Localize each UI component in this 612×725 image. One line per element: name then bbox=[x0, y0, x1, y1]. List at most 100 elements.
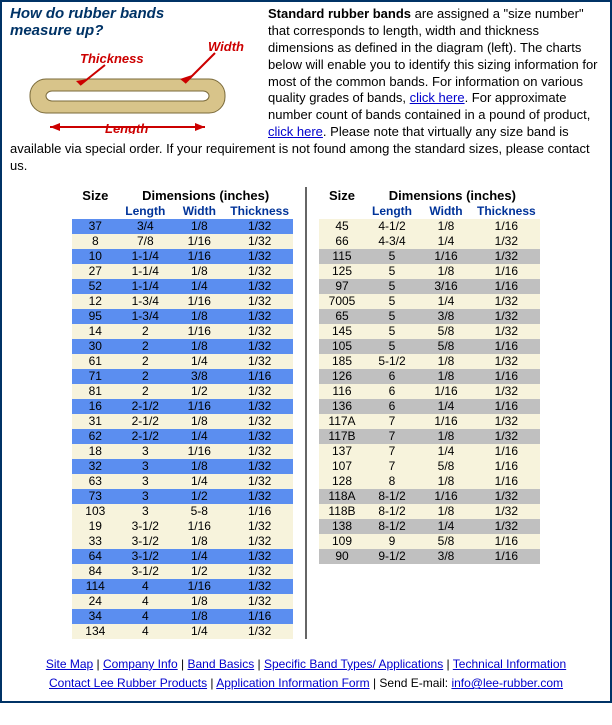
cell-width: 1/16 bbox=[172, 234, 226, 249]
cell-width: 1/8 bbox=[419, 474, 473, 489]
cell-thickness: 1/16 bbox=[473, 399, 540, 414]
cell-size: 62 bbox=[72, 429, 118, 444]
cell-length: 4 bbox=[118, 624, 172, 639]
band-diagram: Width Thickness Length bbox=[10, 39, 260, 134]
cell-size: 125 bbox=[319, 264, 365, 279]
footer-email-link[interactable]: info@lee-rubber.com bbox=[451, 676, 563, 690]
cell-width: 1/8 bbox=[419, 354, 473, 369]
cell-length: 8-1/2 bbox=[365, 519, 419, 534]
table-row: 1831/161/32 bbox=[72, 444, 293, 459]
cell-thickness: 1/32 bbox=[226, 324, 293, 339]
table-row: 14555/81/32 bbox=[319, 324, 540, 339]
cell-size: 65 bbox=[319, 309, 365, 324]
hdr-size: Size bbox=[319, 187, 365, 203]
table-row: 1855-1/21/81/32 bbox=[319, 354, 540, 369]
hdr-width: Width bbox=[419, 203, 473, 219]
cell-width: 1/8 bbox=[172, 219, 226, 234]
footer-link[interactable]: Company Info bbox=[103, 657, 178, 671]
table-row: 10995/81/16 bbox=[319, 534, 540, 549]
cell-length: 3-1/2 bbox=[118, 519, 172, 534]
cell-size: 16 bbox=[72, 399, 118, 414]
table-row: 118B8-1/21/81/32 bbox=[319, 504, 540, 519]
table-row: 118A8-1/21/161/32 bbox=[319, 489, 540, 504]
footer-link[interactable]: Band Basics bbox=[187, 657, 254, 671]
cell-size: 95 bbox=[72, 309, 118, 324]
footer-link[interactable]: Application Information Form bbox=[216, 676, 369, 690]
cell-length: 3/4 bbox=[118, 219, 172, 234]
cell-size: 52 bbox=[72, 279, 118, 294]
cell-length: 5 bbox=[365, 324, 419, 339]
cell-thickness: 1/32 bbox=[473, 354, 540, 369]
cell-width: 1/16 bbox=[419, 414, 473, 429]
link-count[interactable]: click here bbox=[268, 124, 323, 139]
cell-length: 7 bbox=[365, 429, 419, 444]
cell-width: 1/16 bbox=[172, 444, 226, 459]
table-row: 117B71/81/32 bbox=[319, 429, 540, 444]
cell-size: 32 bbox=[72, 459, 118, 474]
cell-thickness: 1/32 bbox=[473, 519, 540, 534]
cell-size: 63 bbox=[72, 474, 118, 489]
cell-width: 1/4 bbox=[172, 549, 226, 564]
cell-thickness: 1/32 bbox=[473, 249, 540, 264]
label-thickness: Thickness bbox=[80, 51, 144, 66]
cell-thickness: 1/32 bbox=[226, 519, 293, 534]
cell-width: 1/16 bbox=[172, 324, 226, 339]
cell-width: 1/8 bbox=[172, 309, 226, 324]
cell-size: 12 bbox=[72, 294, 118, 309]
cell-size: 33 bbox=[72, 534, 118, 549]
cell-thickness: 1/16 bbox=[226, 609, 293, 624]
cell-length: 8-1/2 bbox=[365, 489, 419, 504]
table-row: 13771/41/16 bbox=[319, 444, 540, 459]
table-row: 11441/161/32 bbox=[72, 579, 293, 594]
cell-length: 7 bbox=[365, 414, 419, 429]
cell-size: 185 bbox=[319, 354, 365, 369]
cell-length: 5 bbox=[365, 309, 419, 324]
footer-links: Site Map | Company Info | Band Basics | … bbox=[10, 655, 602, 693]
hdr-size: Size bbox=[72, 187, 118, 203]
table-row: 8121/21/32 bbox=[72, 384, 293, 399]
cell-width: 5-8 bbox=[172, 504, 226, 519]
cell-thickness: 1/32 bbox=[226, 444, 293, 459]
cell-length: 4-3/4 bbox=[365, 234, 419, 249]
intro-bold: Standard rubber bands bbox=[268, 6, 411, 21]
cell-length: 6 bbox=[365, 399, 419, 414]
cell-size: 107 bbox=[319, 459, 365, 474]
table-row: 373/41/81/32 bbox=[72, 219, 293, 234]
cell-size: 114 bbox=[72, 579, 118, 594]
cell-width: 1/4 bbox=[419, 294, 473, 309]
table-row: 1421/161/32 bbox=[72, 324, 293, 339]
cell-length: 5-1/2 bbox=[365, 354, 419, 369]
cell-width: 1/8 bbox=[172, 264, 226, 279]
table-row: 11551/161/32 bbox=[319, 249, 540, 264]
cell-width: 5/8 bbox=[419, 534, 473, 549]
table-row: 1388-1/21/41/32 bbox=[319, 519, 540, 534]
footer-link[interactable]: Contact Lee Rubber Products bbox=[49, 676, 207, 690]
cell-width: 1/16 bbox=[172, 294, 226, 309]
cell-width: 3/8 bbox=[419, 549, 473, 564]
cell-size: 117A bbox=[319, 414, 365, 429]
cell-width: 1/4 bbox=[172, 429, 226, 444]
cell-width: 5/8 bbox=[419, 324, 473, 339]
table-left-col: Size Dimensions (inches) Length Width Th… bbox=[62, 187, 303, 639]
table-row: 909-1/23/81/16 bbox=[319, 549, 540, 564]
cell-width: 1/16 bbox=[172, 519, 226, 534]
cell-length: 7/8 bbox=[118, 234, 172, 249]
cell-thickness: 1/16 bbox=[473, 459, 540, 474]
cell-width: 1/16 bbox=[172, 579, 226, 594]
cell-size: 105 bbox=[319, 339, 365, 354]
table-row: 521-1/41/41/32 bbox=[72, 279, 293, 294]
cell-thickness: 1/32 bbox=[473, 234, 540, 249]
cell-width: 1/8 bbox=[172, 594, 226, 609]
cell-size: 8 bbox=[72, 234, 118, 249]
cell-thickness: 1/16 bbox=[473, 474, 540, 489]
footer-link[interactable]: Site Map bbox=[46, 657, 93, 671]
cell-size: 115 bbox=[319, 249, 365, 264]
cell-length: 2 bbox=[118, 354, 172, 369]
cell-width: 1/4 bbox=[419, 234, 473, 249]
link-grades[interactable]: click here bbox=[410, 90, 465, 105]
cell-width: 1/2 bbox=[172, 384, 226, 399]
table-row: 664-3/41/41/32 bbox=[319, 234, 540, 249]
footer-link[interactable]: Technical Information bbox=[453, 657, 566, 671]
cell-thickness: 1/32 bbox=[226, 399, 293, 414]
footer-link[interactable]: Specific Band Types/ Applications bbox=[264, 657, 443, 671]
